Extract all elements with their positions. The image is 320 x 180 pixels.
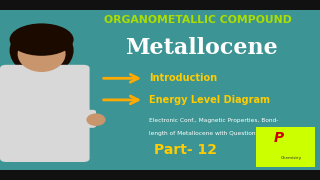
Ellipse shape xyxy=(10,23,74,56)
Ellipse shape xyxy=(10,25,74,76)
Text: Chemistry: Chemistry xyxy=(281,156,302,160)
FancyBboxPatch shape xyxy=(256,127,315,166)
Text: Energy Level Diagram: Energy Level Diagram xyxy=(149,95,270,105)
Text: length of Metallocene with Questions: length of Metallocene with Questions xyxy=(149,130,259,136)
Text: Introduction: Introduction xyxy=(149,73,217,83)
Ellipse shape xyxy=(86,113,106,126)
Text: Part- 12: Part- 12 xyxy=(154,143,217,157)
FancyBboxPatch shape xyxy=(0,0,320,10)
FancyBboxPatch shape xyxy=(0,170,320,180)
Text: ORGANOMETALLIC COMPOUND: ORGANOMETALLIC COMPOUND xyxy=(104,15,292,25)
Text: P: P xyxy=(273,131,284,145)
FancyBboxPatch shape xyxy=(48,110,96,128)
Ellipse shape xyxy=(18,36,66,72)
Text: Metallocene: Metallocene xyxy=(125,37,278,59)
FancyBboxPatch shape xyxy=(0,65,90,162)
Text: Electronic Conf., Magnetic Properties, Bond-: Electronic Conf., Magnetic Properties, B… xyxy=(149,118,278,123)
